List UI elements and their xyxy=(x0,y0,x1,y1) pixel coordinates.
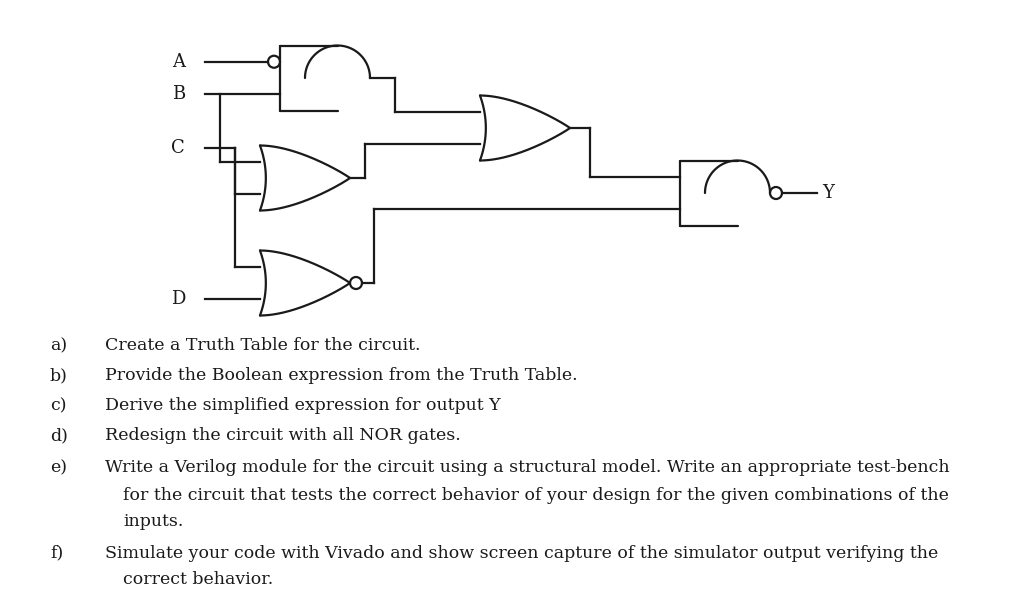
Text: f): f) xyxy=(50,545,63,562)
Text: c): c) xyxy=(50,398,66,415)
Text: for the circuit that tests the correct behavior of your design for the given com: for the circuit that tests the correct b… xyxy=(123,486,949,503)
Text: A: A xyxy=(172,53,185,71)
Text: a): a) xyxy=(50,337,67,354)
Text: Write a Verilog module for the circuit using a structural model. Write an approp: Write a Verilog module for the circuit u… xyxy=(105,460,950,477)
Text: e): e) xyxy=(50,460,67,477)
Text: B: B xyxy=(172,85,185,103)
Text: Redesign the circuit with all NOR gates.: Redesign the circuit with all NOR gates. xyxy=(105,427,461,444)
Text: b): b) xyxy=(50,367,68,384)
Text: Create a Truth Table for the circuit.: Create a Truth Table for the circuit. xyxy=(105,337,421,354)
Text: Simulate your code with Vivado and show screen capture of the simulator output v: Simulate your code with Vivado and show … xyxy=(105,545,939,562)
Text: Y: Y xyxy=(822,184,834,202)
Text: d): d) xyxy=(50,427,68,444)
Text: C: C xyxy=(171,139,185,157)
Text: D: D xyxy=(171,290,185,308)
Text: Provide the Boolean expression from the Truth Table.: Provide the Boolean expression from the … xyxy=(105,367,578,384)
Text: correct behavior.: correct behavior. xyxy=(123,572,274,589)
Text: Derive the simplified expression for output Y: Derive the simplified expression for out… xyxy=(105,398,500,415)
Text: inputs.: inputs. xyxy=(123,514,183,531)
